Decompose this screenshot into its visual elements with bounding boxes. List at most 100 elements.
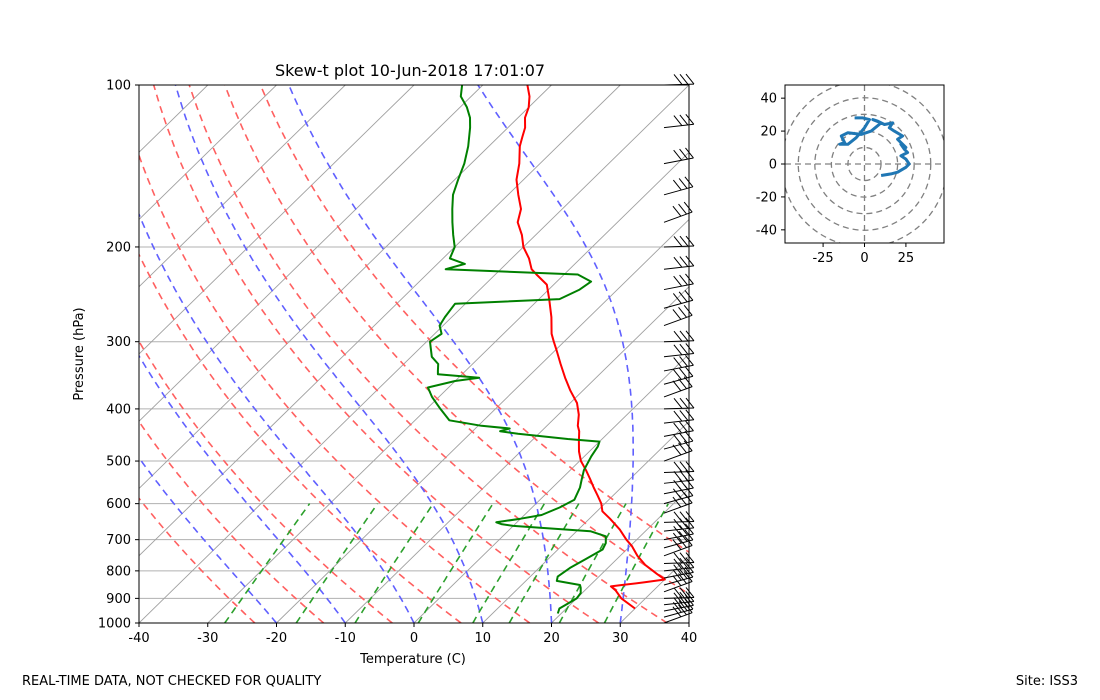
- mixing-ratio-7: [472, 503, 546, 623]
- dry-adiabat-300: [152, 85, 600, 623]
- skewt-grid: [139, 85, 689, 623]
- barb-flag: [685, 511, 695, 522]
- barb-flag: [673, 410, 683, 422]
- barb-flag: [673, 511, 683, 523]
- wind-barb: [663, 602, 693, 624]
- x-tick-label: -10: [335, 631, 356, 646]
- isotherm--30: [207, 151, 689, 623]
- x-tick-label: 20: [543, 631, 560, 646]
- barb-flag: [679, 524, 688, 536]
- barb-flag: [673, 275, 683, 287]
- isotherm-20: [551, 487, 689, 623]
- x-tick-label: 30: [612, 631, 629, 646]
- isotherm--90: [139, 85, 346, 288]
- moist-adiabat-20: [288, 85, 553, 623]
- hodograph-ring: [814, 113, 915, 215]
- dry-adiabat-270: [139, 339, 393, 623]
- isotherm--70: [139, 85, 484, 422]
- barb-shaft: [663, 576, 694, 586]
- barb-shaft: [663, 314, 693, 327]
- barb-flag: [683, 571, 693, 582]
- barb-shaft: [663, 581, 693, 593]
- barb-flag: [685, 591, 695, 602]
- barb-shaft: [663, 299, 694, 309]
- mixing-ratio-16: [558, 503, 627, 623]
- mixing-ratio-4: [417, 503, 494, 623]
- barb-flag: [672, 369, 682, 380]
- barb-shaft: [663, 440, 694, 450]
- barb-flag: [672, 488, 682, 500]
- skewt-ticks: -40 -30 -20 -10 0 10 20 30 40 1000 900 800 700 600 500…: [98, 79, 697, 647]
- barb-flag: [678, 432, 688, 443]
- y-tick-label: 300: [106, 335, 131, 350]
- y-tick-label: 800: [106, 564, 131, 579]
- hodograph-y-tick-label: 40: [760, 92, 777, 107]
- wind-barb: [663, 201, 693, 223]
- isotherm--100: [139, 85, 277, 221]
- x-tick-label: -30: [197, 631, 218, 646]
- barb-flag: [685, 409, 695, 421]
- isotherm-10: [482, 420, 689, 623]
- wind-barb: [663, 461, 695, 473]
- skewt-profiles: [426, 85, 666, 614]
- skewt-mixing-ratio-lines: [224, 503, 670, 623]
- quality-disclaimer: REAL-TIME DATA, NOT CHECKED FOR QUALITY: [22, 674, 322, 689]
- hodograph-y-tick-label: 0: [769, 158, 777, 173]
- barb-flag: [673, 74, 683, 85]
- barb-shaft: [663, 608, 694, 618]
- x-tick-label: -20: [266, 631, 287, 646]
- barb-flag: [679, 114, 689, 126]
- wind-barb: [663, 397, 695, 410]
- barb-flag: [679, 397, 689, 409]
- y-tick-label: 500: [106, 455, 131, 470]
- barb-flag: [679, 148, 688, 160]
- barb-flag: [685, 73, 695, 85]
- barb-flag: [685, 113, 695, 125]
- barb-flag: [678, 291, 688, 303]
- wind-barb: [663, 304, 693, 327]
- mixing-ratio-1: [295, 503, 379, 623]
- y-axis-label: Pressure (hPa): [72, 307, 87, 400]
- barb-flag: [679, 511, 689, 522]
- barb-flag: [672, 496, 682, 508]
- hodograph-trace: [838, 116, 911, 177]
- dry-adiabat-280: [139, 252, 462, 623]
- skewt-panel: -40 -30 -20 -10 0 10 20 30 40 1000 900 800 700 600 500…: [72, 73, 697, 667]
- barb-shaft: [663, 495, 694, 505]
- x-tick-label: 10: [474, 631, 491, 646]
- barb-flag: [672, 606, 682, 618]
- hodograph-x-tick-label: 0: [860, 251, 868, 266]
- hodograph-panel: -25 0 25 40 20 0 -20 -40: [756, 84, 945, 266]
- x-axis-label: Temperature (C): [359, 652, 466, 667]
- barb-flag: [673, 587, 683, 599]
- barb-flag: [672, 433, 682, 445]
- barb-flag: [679, 356, 688, 367]
- barb-flag: [673, 149, 683, 161]
- y-tick-label: 700: [106, 533, 131, 548]
- isotherm--20: [276, 218, 689, 623]
- y-tick-label: 200: [106, 240, 131, 255]
- barb-flag: [679, 343, 689, 355]
- isotherm--10: [344, 286, 689, 623]
- barb-flag: [679, 552, 689, 564]
- isotherm-0: [413, 353, 689, 623]
- barb-flag: [683, 201, 693, 213]
- barb-flag: [673, 115, 683, 126]
- moist-adiabat--20: [139, 456, 278, 623]
- barb-shaft: [663, 375, 694, 385]
- moist-adiabat-0: [139, 212, 415, 623]
- wind-barb: [663, 571, 693, 593]
- barb-flag: [679, 591, 689, 603]
- barb-flag: [673, 461, 683, 473]
- barb-flag: [673, 398, 683, 409]
- isotherm-40: [688, 622, 689, 623]
- barb-flag: [683, 440, 693, 452]
- wind-barb: [663, 113, 695, 129]
- barb-flag: [678, 568, 688, 579]
- barb-flag: [673, 471, 683, 482]
- hodograph-trace-line: [838, 116, 911, 177]
- barb-flag: [678, 178, 688, 189]
- dry-adiabat-290: [139, 152, 531, 623]
- barb-flag: [672, 309, 682, 320]
- y-tick-label: 1000: [98, 617, 131, 632]
